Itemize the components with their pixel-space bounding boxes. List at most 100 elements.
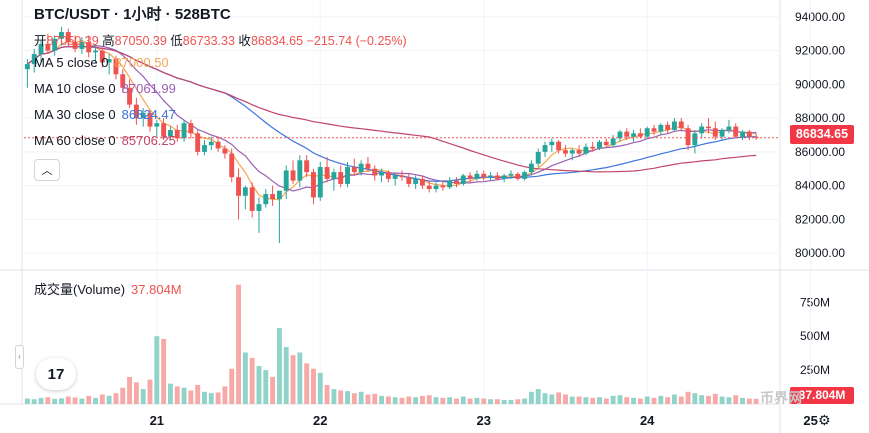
candle-body	[481, 173, 487, 178]
volume-bar	[528, 391, 534, 404]
volume-bar	[522, 398, 528, 404]
candle-body	[93, 50, 98, 53]
candle-body	[712, 128, 718, 137]
collapse-legend-button[interactable]: ︿	[34, 159, 60, 181]
candle-body	[59, 32, 64, 39]
volume-bar	[447, 397, 453, 404]
candle-body	[419, 178, 425, 186]
volume-bar	[454, 398, 459, 404]
volume-bar	[317, 372, 323, 404]
tradingview-logo[interactable]: 17	[36, 358, 76, 390]
candle-body	[454, 180, 459, 184]
candle-body	[311, 172, 316, 198]
volume-bar	[699, 395, 705, 404]
ma10-line	[27, 44, 757, 192]
volume-bar	[433, 397, 439, 404]
volume-bar	[167, 383, 173, 404]
gear-icon[interactable]: ⚙	[818, 412, 831, 428]
candle-body	[474, 173, 480, 179]
candle-body	[692, 133, 698, 146]
volume-legend[interactable]: 成交量(Volume) 37.804M	[34, 279, 182, 298]
candle-body	[726, 126, 732, 130]
ma10-value: 87061.99	[121, 81, 176, 96]
price-tick-label: 94000.00	[795, 10, 845, 24]
volume-bar	[631, 397, 637, 404]
candle-body	[276, 190, 282, 200]
candle-body	[460, 175, 466, 184]
candle-body	[746, 131, 752, 137]
candle-body	[399, 175, 405, 178]
candle-body	[195, 133, 201, 152]
candle-body	[174, 129, 180, 139]
volume-bar	[535, 389, 541, 404]
candle-body	[45, 43, 51, 51]
volume-bar	[419, 395, 425, 404]
high-label: 高	[102, 34, 115, 48]
volume-bar	[256, 366, 262, 404]
volume-bar	[474, 397, 480, 404]
volume-bar	[467, 398, 473, 404]
ma60-value: 85706.25	[121, 133, 176, 148]
candle-body	[215, 141, 221, 149]
candle-body	[372, 168, 378, 176]
time-tick-label: 22	[313, 413, 327, 428]
ma30-legend[interactable]: MA 30 close 0 86824.47	[34, 107, 176, 122]
candle-body	[304, 160, 310, 173]
volume-bar	[65, 396, 71, 404]
candle-body	[86, 42, 92, 53]
chart-title: BTC/USDT · 1小时 · 528BTC	[34, 6, 231, 23]
candle-body	[433, 185, 439, 189]
volume-bar	[242, 352, 248, 404]
volume-bar	[385, 396, 391, 404]
ma5-label: MA 5 close 0	[34, 55, 109, 70]
candle-body	[113, 59, 119, 75]
current-volume-label: 37.804M	[790, 387, 854, 404]
volume-bar	[515, 399, 521, 404]
candle-body	[99, 50, 105, 63]
candle-body	[665, 124, 671, 130]
volume-bar	[753, 398, 759, 404]
candle-body	[644, 128, 650, 137]
ma10-legend[interactable]: MA 10 close 0 87061.99	[34, 81, 176, 96]
candle-body	[706, 126, 711, 129]
volume-bar	[372, 393, 378, 404]
candle-body	[188, 123, 194, 134]
candle-body	[345, 167, 350, 184]
volume-bar	[188, 390, 194, 404]
candle-body	[447, 180, 453, 188]
volume-label: 成交量(Volume)	[34, 282, 126, 297]
volume-bar	[692, 393, 698, 404]
candle-body	[678, 121, 684, 129]
candle-body	[740, 131, 745, 137]
candle-body	[610, 138, 616, 146]
volume-bar	[304, 363, 310, 404]
ma5-legend[interactable]: MA 5 close 0 87000.50	[34, 55, 169, 70]
ma60-line	[27, 45, 757, 173]
change-value: −215.74	[306, 34, 353, 48]
volume-tick-label: 750M	[800, 295, 830, 309]
candle-body	[583, 146, 589, 154]
candle-body	[590, 146, 596, 149]
pane-resize-handle[interactable]: ‹	[15, 345, 24, 369]
volume-bar	[331, 389, 337, 404]
candle-body	[576, 150, 582, 154]
watermark: 币界网	[760, 390, 802, 406]
close-label: 收	[238, 34, 251, 48]
volume-bar	[712, 393, 718, 404]
ma60-legend[interactable]: MA 60 close 0 85706.25	[34, 133, 176, 148]
candle-body	[106, 59, 112, 63]
ma10-label: MA 10 close 0	[34, 81, 116, 96]
candle-body	[140, 113, 146, 119]
volume-bar	[651, 397, 657, 404]
volume-bar	[617, 395, 623, 404]
candle-body	[120, 74, 126, 88]
volume-bar	[365, 394, 371, 404]
candle-body	[324, 167, 330, 179]
price-tick-label: 80000.00	[795, 246, 845, 260]
candle-body	[242, 187, 248, 196]
candle-body	[753, 136, 759, 138]
volume-bar	[52, 398, 58, 404]
volume-bar	[590, 397, 596, 404]
volume-bar	[603, 398, 609, 404]
